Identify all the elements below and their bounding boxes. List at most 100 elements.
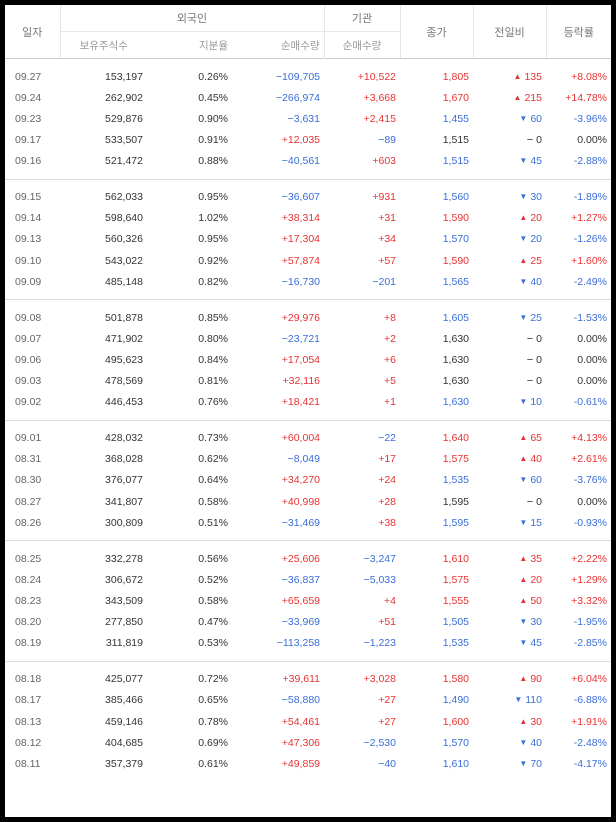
cell-close: 1,670	[442, 91, 469, 104]
cell-close: 1,630	[442, 396, 469, 409]
cell-foreign-net: −3,631	[287, 112, 320, 125]
cell-holdings: 341,807	[105, 495, 143, 508]
cell-date: 09.27	[15, 70, 42, 83]
cell-date: 09.02	[15, 396, 42, 409]
cell-date: 08.20	[15, 616, 42, 629]
cell-holdings: 376,077	[105, 474, 143, 487]
cell-share: 0.81%	[198, 375, 228, 388]
cell-close: 1,555	[442, 595, 469, 608]
cell-close: 1,455	[442, 112, 469, 125]
cell-rate: -6.88%	[573, 694, 607, 707]
cell-share: 0.53%	[198, 637, 228, 650]
cell-date: 08.19	[15, 637, 42, 650]
cell-change: ▲ 135	[473, 59, 546, 87]
cell-holdings: 598,640	[105, 212, 143, 225]
cell-date: 09.10	[15, 254, 42, 267]
cell-share: 0.56%	[198, 552, 228, 565]
cell-share: 0.85%	[198, 311, 228, 324]
change-value: 45	[530, 155, 542, 168]
table-row: 09.24 262,902 0.45% −266,974 +3,668 1,670 ▲ 215…	[5, 87, 611, 108]
cell-rate: +1.27%	[571, 212, 607, 225]
cell-change: ▼ 70	[473, 753, 546, 781]
cell-inst-net: −1,223	[363, 637, 396, 650]
cell-rate: -2.88%	[573, 155, 607, 168]
cell-share: 0.90%	[198, 112, 228, 125]
cell-close: 1,630	[442, 332, 469, 345]
cell-date: 08.27	[15, 495, 42, 508]
cell-close: 1,640	[442, 432, 469, 445]
down-arrow-icon: ▼	[519, 397, 528, 407]
cell-inst-net: +1	[384, 396, 396, 409]
cell-date: 08.18	[15, 673, 42, 686]
table-row: 08.24 306,672 0.52% −36,837 −5,033 1,575 ▲ 20 +1…	[5, 569, 611, 590]
change-value: 0	[536, 375, 542, 388]
cell-change: ▼ 45	[473, 151, 546, 180]
cell-inst-net: −22	[378, 432, 396, 445]
up-arrow-icon: ▲	[519, 433, 528, 443]
cell-foreign-net: +57,874	[281, 254, 320, 267]
cell-share: 0.76%	[198, 396, 228, 409]
cell-share: 0.65%	[198, 694, 228, 707]
cell-holdings: 560,326	[105, 233, 143, 246]
table-row: 09.15 562,033 0.95% −36,607 +931 1,560 ▼ 30 -1.8…	[5, 179, 611, 208]
cell-foreign-net: +39,611	[282, 673, 320, 686]
cell-share: 0.88%	[198, 155, 228, 168]
cell-date: 09.24	[15, 91, 42, 104]
cell-change: ▲ 90	[473, 661, 546, 690]
cell-holdings: 446,453	[105, 396, 143, 409]
cell-inst-net: +4	[384, 595, 396, 608]
cell-share: 0.82%	[198, 275, 228, 288]
header-inst-net: 순매수량	[324, 31, 401, 59]
cell-foreign-net: +17,304	[281, 233, 320, 246]
cell-change: ▲ 30	[473, 711, 546, 732]
cell-share: 1.02%	[198, 212, 228, 225]
change-value: 215	[524, 91, 542, 104]
cell-close: 1,565	[442, 275, 469, 288]
cell-inst-net: −89	[378, 133, 396, 146]
cell-rate: 0.00%	[577, 375, 607, 388]
cell-foreign-net: +12,035	[281, 133, 320, 146]
cell-rate: -2.49%	[573, 275, 607, 288]
row-group: 09.01 428,032 0.73% +60,004 −22 1,640 ▲ 65 +4.13…	[5, 420, 611, 541]
table-row: 09.01 428,032 0.73% +60,004 −22 1,640 ▲ 65 +4.13…	[5, 420, 611, 449]
cell-close: 1,535	[442, 474, 469, 487]
cell-date: 09.14	[15, 212, 42, 225]
cell-share: 0.78%	[198, 715, 228, 728]
cell-holdings: 459,146	[105, 715, 143, 728]
cell-rate: +4.13%	[571, 432, 607, 445]
up-arrow-icon: ▲	[513, 92, 522, 102]
cell-rate: +14.78%	[565, 91, 607, 104]
table-row: 09.06 495,623 0.84% +17,054 +6 1,630 −0 0.00%	[5, 349, 611, 370]
cell-holdings: 153,197	[105, 70, 143, 83]
down-arrow-icon: ▼	[519, 192, 528, 202]
cell-holdings: 343,509	[105, 595, 143, 608]
table-row: 08.12 404,685 0.69% +47,306 −2,530 1,570 ▼ 40 -2…	[5, 732, 611, 753]
cell-holdings: 357,379	[105, 757, 143, 770]
cell-foreign-net: −109,705	[275, 70, 320, 83]
down-arrow-icon: ▼	[519, 234, 528, 244]
cell-foreign-net: +32,116	[282, 375, 320, 388]
change-value: 50	[530, 595, 542, 608]
cell-share: 0.58%	[198, 495, 228, 508]
cell-change: ▼ 25	[473, 300, 546, 329]
cell-change: ▼ 30	[473, 179, 546, 208]
cell-inst-net: +27	[378, 694, 396, 707]
cell-close: 1,575	[442, 573, 469, 586]
cell-rate: 0.00%	[577, 353, 607, 366]
table-row: 08.30 376,077 0.64% +34,270 +24 1,535 ▼ 60 -3.76…	[5, 470, 611, 491]
cell-holdings: 501,878	[105, 311, 143, 324]
cell-share: 0.61%	[198, 757, 228, 770]
cell-holdings: 300,809	[105, 516, 143, 529]
table-row: 09.27 153,197 0.26% −109,705 +10,522 1,805 ▲ 13…	[5, 59, 611, 87]
header-institution: 기관	[324, 5, 401, 32]
cell-holdings: 478,569	[105, 375, 143, 388]
cell-holdings: 562,033	[105, 191, 143, 204]
dash-icon: −	[526, 375, 534, 388]
up-arrow-icon: ▲	[519, 255, 528, 265]
cell-foreign-net: −40,561	[281, 155, 320, 168]
change-value: 110	[525, 694, 542, 707]
table-row: 09.03 478,569 0.81% +32,116 +5 1,630 −0 0.00%	[5, 371, 611, 392]
change-value: 135	[524, 70, 542, 83]
down-arrow-icon: ▼	[519, 517, 528, 527]
table-row: 09.13 560,326 0.95% +17,304 +34 1,570 ▼ 20 -1.26…	[5, 229, 611, 250]
